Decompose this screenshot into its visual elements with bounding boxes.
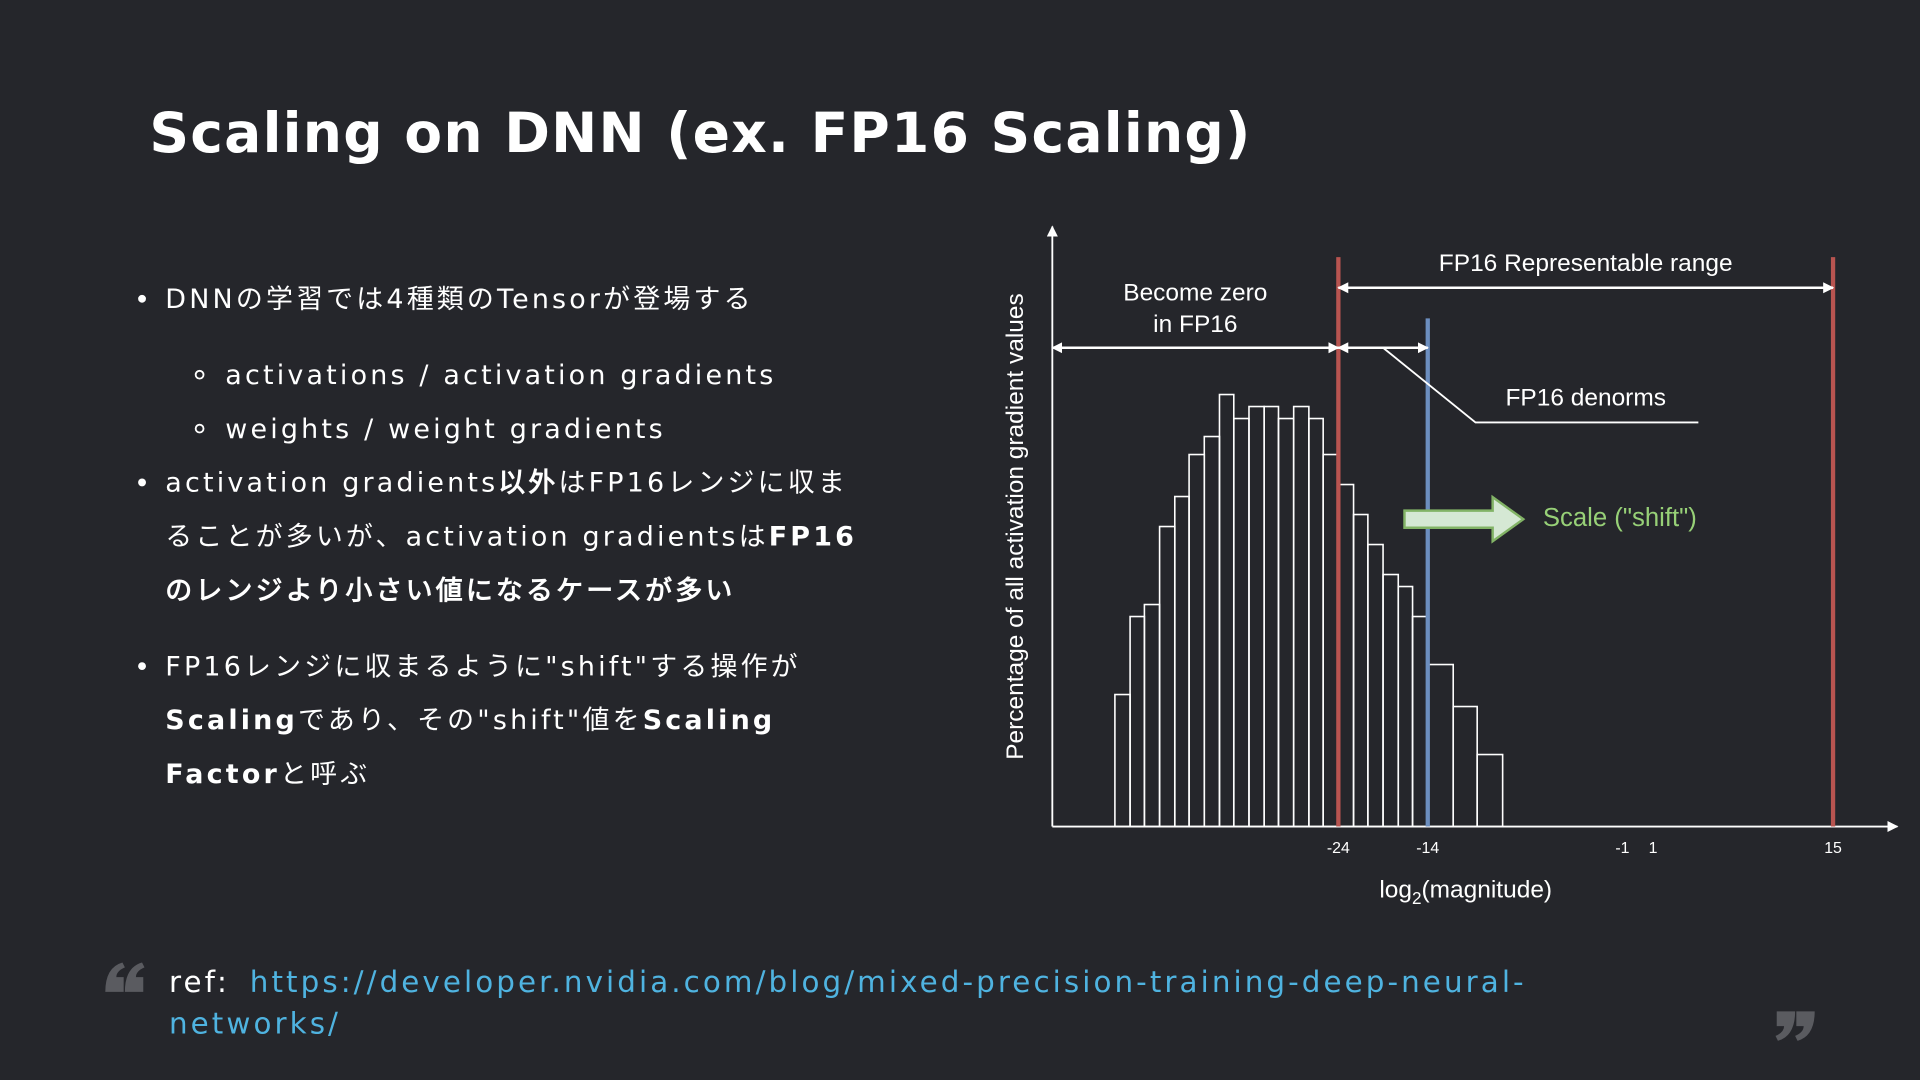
bold-text: Scaling — [165, 705, 298, 736]
range-label: FP16 Representable range — [1439, 250, 1733, 277]
sub-bullet-marker — [194, 423, 205, 434]
bullet-text: activation gradients以外はFP16レンジに収ま — [165, 467, 848, 498]
x-axis-label-text: log — [1379, 877, 1412, 904]
x-tick-label: 1 — [1649, 840, 1658, 857]
x-axis-label-sub: 2 — [1412, 887, 1422, 907]
bar — [1476, 753, 1504, 828]
bold-text: FP16 — [769, 521, 857, 552]
x-axis-label-text: (magnitude) — [1422, 877, 1553, 904]
bullet-text: DNNの学習では4種類のTensorが登場する — [165, 284, 753, 315]
leader-line — [1382, 347, 1699, 424]
bullet-marker — [138, 662, 146, 671]
bold-text: のレンジより小さい値になるケースが多い — [165, 574, 735, 606]
x-tick-label: -1 — [1615, 840, 1629, 857]
bullet-text: activations / activation gradients — [225, 359, 776, 390]
scale-arrow — [1403, 494, 1526, 544]
slide-title: Scaling on DNN (ex. FP16 Scaling) — [149, 101, 1251, 165]
bold-text: Factor — [165, 759, 280, 790]
bold-text: 以外 — [498, 467, 558, 498]
bullet-text: FP16レンジに収まるように"shift"する操作が — [165, 651, 800, 682]
bullet-text: Scalingであり、その"shift"値をScaling — [165, 705, 775, 736]
sub-bullet-marker — [194, 369, 205, 380]
bullet-text: のレンジより小さい値になるケースが多い — [165, 574, 735, 606]
ref-link[interactable]: https://developer.nvidia.com/blog/mixed-… — [250, 965, 1527, 999]
x-tick-label: -24 — [1327, 840, 1350, 857]
text-run: activation gradients — [165, 467, 498, 498]
bullet-text: ることが多いが、activation gradientsはFP16 — [165, 521, 857, 552]
text-run: FP16レンジに収まるように"shift"する操作が — [165, 651, 800, 682]
bold-text: Scaling — [643, 705, 776, 736]
zero-label: Become zero — [1123, 279, 1267, 306]
text-run: weights / weight gradients — [225, 413, 666, 444]
bullet-text: weights / weight gradients — [225, 413, 666, 444]
text-run: と呼ぶ — [280, 759, 370, 790]
quote-close — [1775, 1011, 1815, 1041]
bullet-marker — [138, 478, 146, 487]
x-tick-label: -14 — [1416, 840, 1439, 857]
bullet-marker — [138, 294, 146, 303]
text-run: ることが多いが、activation gradientsは — [165, 521, 768, 552]
text-run: DNNの学習では4種類のTensorが登場する — [165, 284, 753, 315]
scale-label: Scale ("shift") — [1543, 504, 1697, 532]
text-run: であり、その"shift"値を — [298, 705, 643, 736]
zero-label: in FP16 — [1153, 311, 1237, 338]
x-axis-label: log2(magnitude) — [1379, 877, 1552, 907]
text-run: はFP16レンジに収ま — [559, 467, 848, 498]
denorm-label: FP16 denorms — [1505, 385, 1665, 412]
x-tick-label: 15 — [1824, 840, 1842, 857]
quote-open — [105, 962, 145, 992]
bullet-text: Factorと呼ぶ — [165, 759, 370, 790]
text-run: activations / activation gradients — [225, 359, 776, 390]
ref-label: ref: — [169, 965, 230, 999]
ref-link[interactable]: networks/ — [169, 1006, 341, 1040]
y-axis-label: Percentage of all activation gradient va… — [1002, 293, 1029, 760]
